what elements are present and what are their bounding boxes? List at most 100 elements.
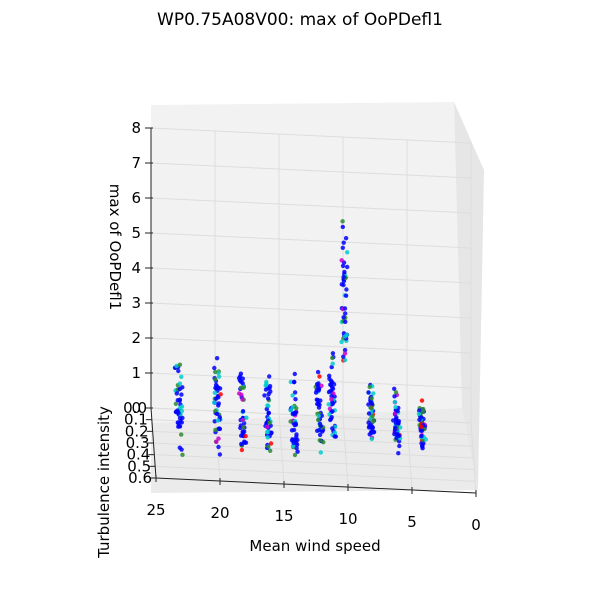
data-point [341,274,346,280]
data-point [345,250,350,255]
data-point [295,449,300,454]
data-point [268,389,273,394]
z-tick-label: 7 [131,154,141,172]
data-point [332,434,337,439]
data-point [241,425,246,430]
y-gridline [154,454,475,471]
data-point [343,319,348,324]
data-point [330,361,335,366]
data-point [213,369,218,375]
data-point [212,419,217,424]
data-point [292,452,298,458]
data-point [262,393,267,398]
y-gridline [151,419,472,436]
y-gridline [152,430,473,447]
data-point [294,445,299,451]
data-point [314,388,319,393]
y-tick-label: 0.2 [125,422,149,440]
z-tick-label: 2 [131,329,141,347]
data-point [293,421,298,426]
data-point [391,418,396,423]
data-point [341,354,346,359]
data-point [419,433,424,439]
data-point [266,410,271,415]
data-point [238,379,244,384]
data-point [177,386,183,392]
data-point [342,351,348,356]
data-point [214,396,219,401]
y-tick-label: 0.5 [127,457,151,475]
data-point [173,401,179,406]
chart-title: WP0.75A08V00: max of OoPDefl1 [157,10,443,30]
data-point [179,374,184,379]
z-gridline [150,232,472,249]
data-point [265,403,270,408]
data-point [330,351,336,356]
data-points [172,219,428,458]
data-point [180,452,185,457]
data-point [332,430,338,435]
x-tick-label: 20 [210,504,229,522]
data-point [177,362,183,367]
x-tick-label: 10 [338,510,357,528]
data-point [417,417,422,422]
data-point [339,339,344,345]
data-point [288,419,293,424]
data-point [265,396,271,401]
right-pane [454,102,484,490]
data-point [396,451,401,456]
data-point [264,424,270,429]
z-tick-label: 3 [131,294,141,312]
data-point [291,440,296,446]
y-gridline [155,465,476,482]
data-point [176,421,181,426]
data-point [213,385,218,391]
data-point [369,401,375,407]
data-point [290,437,295,442]
data-point [419,398,425,403]
data-point [216,444,221,450]
data-point [392,399,397,405]
data-point [344,287,349,292]
data-point [328,417,333,423]
data-point [294,442,300,447]
data-point [369,430,374,435]
data-point [330,409,335,414]
data-point [239,447,245,453]
data-point [217,426,222,431]
data-point [316,413,321,419]
data-point [218,392,223,397]
data-point [240,431,246,436]
data-point [177,381,183,386]
data-point [316,417,321,423]
data-point [267,420,272,425]
data-point [371,418,376,423]
z-gridline [150,337,472,354]
data-point [263,387,269,392]
z-gridline [150,127,472,144]
z-tick-label: 5 [131,224,141,242]
data-point [416,411,422,417]
data-point [291,427,297,433]
data-point [340,219,345,224]
data-point [329,381,334,387]
data-point [318,450,323,455]
data-point [329,364,334,370]
data-point [290,393,295,398]
data-point [330,426,335,431]
data-point [420,409,425,415]
data-point [240,409,246,414]
y-axis-title: Turbulence intensity [95,406,113,559]
data-point [215,411,220,417]
data-point [217,386,223,391]
data-point [316,405,322,410]
data-point [216,436,221,441]
data-point [213,427,218,433]
data-point [321,440,326,445]
data-point [240,397,245,402]
y-tick-label: 0.4 [126,446,150,464]
data-point [179,420,184,425]
data-point [177,416,183,421]
